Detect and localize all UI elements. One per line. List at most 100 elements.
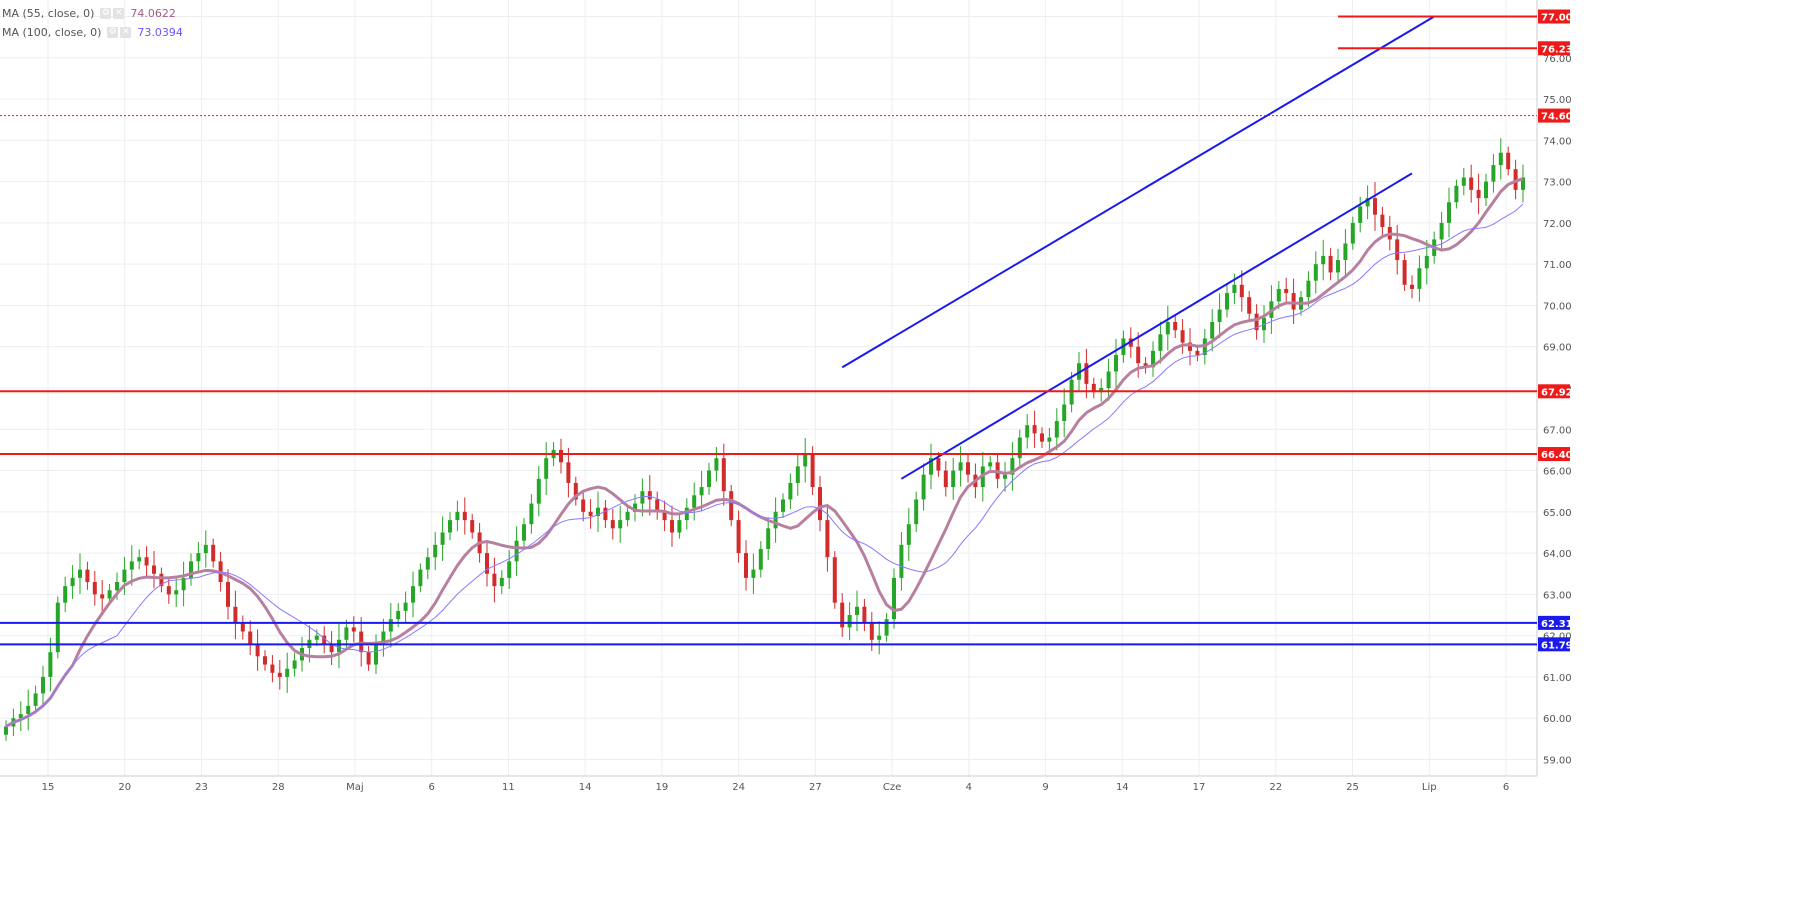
candle-body	[1454, 185, 1459, 203]
candle-body	[1336, 260, 1340, 273]
x-tick-label: Maj	[346, 782, 364, 793]
legend-row-ma55[interactable]: MA (55, close, 0) ⚙ ✕ 74.0622	[2, 4, 183, 23]
candle-body	[832, 557, 837, 603]
candle-body	[263, 656, 267, 665]
candle-body	[855, 606, 859, 616]
candle-body	[1461, 177, 1466, 186]
candle-body	[988, 462, 993, 467]
candle-body	[240, 623, 245, 632]
candle-body	[1380, 214, 1385, 228]
candle-body	[1151, 350, 1155, 368]
candle-body	[1328, 255, 1333, 273]
candle-body	[403, 602, 408, 611]
candle-body	[966, 462, 970, 475]
candle-body	[514, 540, 519, 562]
candle-body	[92, 582, 97, 595]
candle-body	[1195, 350, 1200, 355]
candle-body	[1165, 321, 1170, 335]
candle-body	[277, 672, 282, 677]
candle-body	[1040, 433, 1044, 442]
candle-body	[699, 487, 704, 496]
price-tag	[1538, 384, 1570, 399]
y-tick-label: 74.00	[1543, 136, 1572, 147]
candle-body	[292, 660, 297, 669]
candle-body	[573, 482, 578, 500]
candle-body	[921, 474, 926, 500]
price-tag-label: 77.00	[1541, 13, 1573, 24]
x-tick-label: 15	[42, 782, 55, 793]
candle-body	[729, 491, 734, 521]
x-tick-label: 28	[272, 782, 285, 793]
candle-body	[129, 561, 134, 570]
candle-body	[1239, 284, 1244, 298]
close-icon[interactable]: ✕	[120, 27, 132, 38]
candle-body	[1284, 288, 1289, 294]
candle-body	[1217, 309, 1222, 322]
candle-body	[107, 590, 112, 599]
candle-body	[773, 511, 778, 529]
candle-body	[122, 569, 127, 582]
candle-body	[351, 627, 356, 632]
candle-body	[906, 524, 911, 545]
y-tick-label: 76.00	[1543, 54, 1572, 65]
close-icon[interactable]: ✕	[113, 8, 125, 19]
candle-body	[1084, 363, 1089, 384]
x-tick-label: 20	[118, 782, 131, 793]
candle-body	[425, 557, 430, 570]
candle-body	[655, 499, 660, 512]
settings-icon[interactable]: ⚙	[107, 27, 119, 38]
candle-body	[440, 532, 445, 545]
candle-body	[588, 511, 593, 516]
candle-body	[41, 676, 45, 694]
price-tag	[1538, 637, 1570, 652]
candle-body	[100, 594, 105, 599]
y-tick-label: 73.00	[1543, 178, 1572, 189]
candle-body	[1054, 421, 1059, 438]
candle-body	[803, 454, 808, 467]
x-tick-label: 19	[656, 782, 669, 793]
candle-body	[448, 520, 452, 533]
candle-body	[847, 615, 852, 628]
candle-body	[33, 693, 38, 706]
y-tick-label: 61.00	[1543, 673, 1572, 684]
candle-body	[1247, 297, 1252, 314]
candle-body	[1513, 169, 1518, 190]
candle-body	[344, 627, 349, 640]
legend-row-ma100[interactable]: MA (100, close, 0) ⚙ ✕ 73.0394	[2, 23, 183, 42]
candle-body	[1114, 354, 1118, 372]
candle-body	[744, 553, 748, 578]
y-tick-label: 71.00	[1543, 260, 1572, 271]
candle-body	[1439, 222, 1444, 240]
candle-body	[766, 528, 771, 549]
candle-body	[137, 557, 142, 562]
candle-body	[48, 652, 53, 677]
candle-body	[1469, 177, 1474, 190]
candle-body	[1225, 293, 1229, 310]
candle-body	[1180, 330, 1185, 343]
candle-body	[1106, 371, 1111, 388]
candle-body	[418, 569, 423, 587]
candle-body	[485, 553, 489, 574]
settings-icon[interactable]: ⚙	[100, 8, 112, 19]
price-tag	[1538, 615, 1570, 630]
x-tick-label: 27	[809, 782, 822, 793]
y-tick-label: 62.00	[1543, 632, 1572, 643]
candle-body	[721, 458, 726, 492]
candle-body	[647, 491, 652, 500]
indicator-legend: MA (55, close, 0) ⚙ ✕ 74.0622 MA (100, c…	[2, 4, 183, 42]
candle-body	[499, 577, 504, 587]
candle-body	[285, 668, 290, 677]
candle-body	[1447, 202, 1451, 223]
candle-body	[670, 520, 674, 533]
candle-body	[1476, 189, 1481, 199]
candle-body	[462, 511, 467, 521]
price-tag	[1538, 447, 1570, 462]
candle-body	[1091, 383, 1096, 393]
candle-body	[825, 520, 830, 558]
candle-body	[455, 511, 460, 521]
legend-value-ma100: 73.0394	[137, 26, 183, 39]
candle-body	[396, 610, 401, 620]
candle-body	[4, 726, 8, 735]
candle-body	[884, 619, 889, 636]
